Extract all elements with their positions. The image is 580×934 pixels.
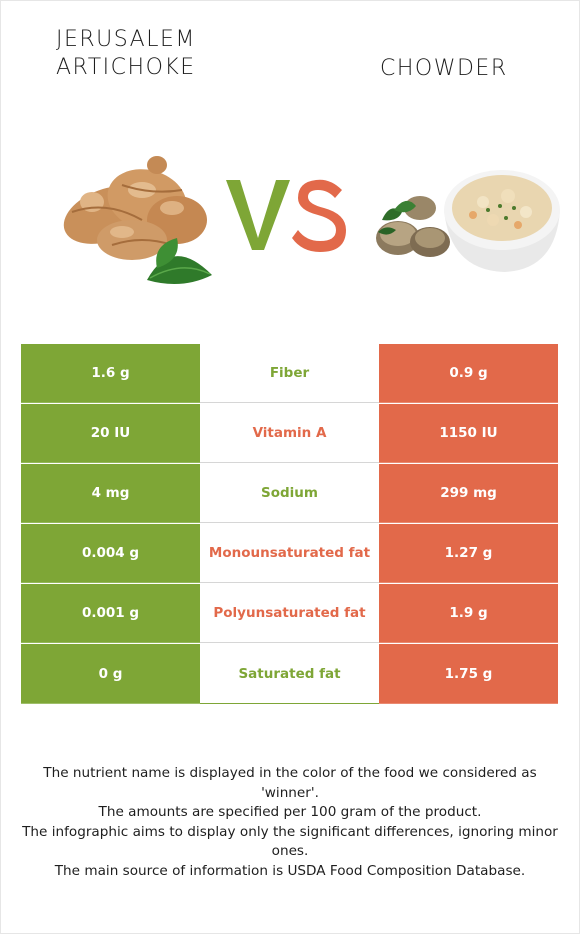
- left-value-cell: 0.001 g: [21, 584, 200, 643]
- right-value-cell: 1.9 g: [379, 584, 558, 643]
- clam-icon: [376, 196, 450, 257]
- vs-label: [226, 179, 346, 252]
- right-value-cell: 1.75 g: [379, 644, 558, 704]
- nutrient-name-cell: Vitamin A: [200, 404, 379, 463]
- jerusalem-artichoke-image: [63, 156, 212, 284]
- nutrient-name-cell: Polyunsaturated fat: [200, 584, 379, 643]
- footnote-line: The main source of information is USDA F…: [54, 862, 526, 879]
- artichoke-tuber: [63, 156, 207, 260]
- right-value-cell: 0.9 g: [379, 344, 558, 403]
- chowder-bowl-image: [376, 170, 560, 272]
- right-value-cell: 299 mg: [379, 464, 558, 523]
- footnote-line: The infographic aims to display only the…: [22, 823, 558, 860]
- leaf-icon: [147, 238, 212, 284]
- nutrient-name-cell: Fiber: [200, 344, 379, 403]
- nutrient-name-cell: Sodium: [200, 464, 379, 523]
- right-value-cell: 1.27 g: [379, 524, 558, 583]
- right-value-cell: 1150 IU: [379, 404, 558, 463]
- footnote-line: The amounts are specified per 100 gram o…: [98, 804, 482, 820]
- table-row: 4 mg Sodium 299 mg: [21, 464, 558, 524]
- left-value-cell: 0.004 g: [21, 524, 200, 583]
- vs-s-letter: [292, 179, 346, 252]
- table-row: 0 g Saturated fat 1.75 g: [21, 644, 558, 704]
- left-food-title: JERUSALEM ARTICHOKE: [56, 27, 196, 80]
- comparison-table: 1.6 g Fiber 0.9 g 20 IU Vitamin A 1150 IU 4 mg…: [21, 344, 558, 704]
- left-value-cell: 0 g: [21, 644, 200, 704]
- footnote: The nutrient name is displayed in the co…: [20, 764, 560, 881]
- left-value-cell: 4 mg: [21, 464, 200, 523]
- table-row: 20 IU Vitamin A 1150 IU: [21, 404, 558, 464]
- right-food-title: CHOWDER: [380, 56, 508, 81]
- parsley-icon: [378, 200, 416, 235]
- table-row: 0.001 g Polyunsaturated fat 1.9 g: [21, 584, 558, 644]
- left-value-cell: 1.6 g: [21, 344, 200, 403]
- footnote-line: The nutrient name is displayed in the co…: [43, 765, 537, 801]
- table-row: 1.6 g Fiber 0.9 g: [21, 344, 558, 404]
- nutrient-name-cell: Saturated fat: [200, 644, 379, 704]
- left-value-cell: 20 IU: [21, 404, 200, 463]
- soup-bowl-icon: [444, 170, 560, 272]
- nutrient-name-cell: Monounsaturated fat: [200, 524, 379, 583]
- vs-v-letter: [226, 180, 290, 250]
- table-row: 0.004 g Monounsaturated fat 1.27 g: [21, 524, 558, 584]
